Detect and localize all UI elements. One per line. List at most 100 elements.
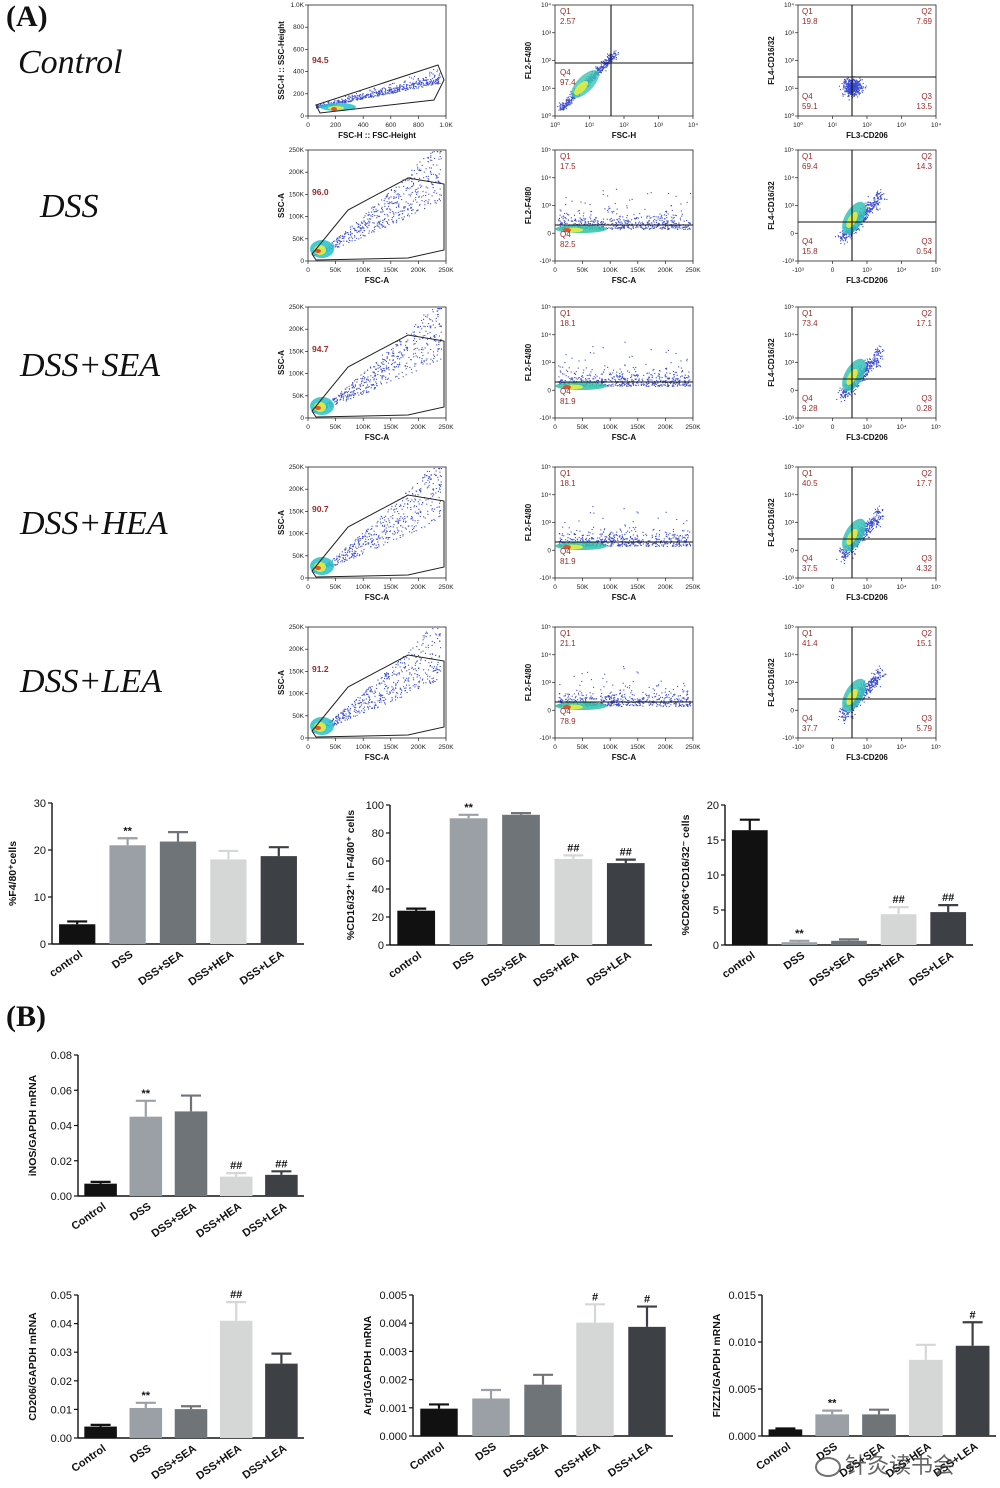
event-dot [403,84,405,86]
event-dot [418,195,420,197]
event-dot [635,382,638,384]
event-dot [334,397,336,400]
event-dot [397,193,399,195]
event-dot [341,101,343,103]
event-dot [655,377,657,379]
event-dot [613,50,615,52]
event-dot [841,83,843,85]
gate-percentage: 94.5 [312,55,329,65]
event-dot [332,240,335,242]
event-dot [427,201,429,203]
event-dot [566,222,568,224]
event-dot [400,343,402,345]
event-dot [845,236,847,238]
event-dot [381,90,383,92]
event-dot [840,395,842,397]
quadrant-name-q1: Q1 [560,309,571,318]
event-dot [844,394,847,397]
event-dot [388,353,390,355]
event-dot [837,236,840,238]
event-dot [401,354,403,356]
event-dot [355,222,357,224]
event-dot [871,205,873,207]
event-dot [340,101,342,103]
event-dot [419,184,421,186]
event-dot [667,385,669,388]
event-dot [564,361,566,364]
event-dot [661,217,664,219]
event-dot [683,384,685,386]
event-dot [333,398,335,400]
y-tick-label: 150K [289,508,305,515]
event-dot [673,220,675,222]
x-tick-label: 600 [385,122,396,129]
event-dot [413,325,415,327]
event-dot [852,91,854,93]
event-dot [668,378,670,380]
event-dot [603,65,605,67]
event-dot [373,384,375,386]
event-dot [427,157,429,159]
event-dot [663,384,665,386]
event-dot [848,88,850,90]
event-dot [607,56,609,58]
event-dot [413,85,415,87]
event-dot [374,225,376,228]
event-dot [877,190,879,192]
event-dot [354,96,356,98]
event-dot [396,219,398,221]
event-dot [849,80,851,82]
event-dot [374,373,376,375]
event-dot [624,378,626,380]
event-dot [850,82,852,84]
event-dot [682,226,685,228]
event-dot [618,217,620,219]
event-dot [666,372,668,374]
event-dot [649,225,652,227]
event-dot [361,222,363,224]
event-dot [623,219,625,221]
event-dot [381,371,383,373]
event-dot [393,197,395,199]
event-dot [426,83,429,85]
event-dot [582,372,584,374]
plot-frame [307,306,447,419]
event-dot [618,378,620,380]
event-dot [407,179,409,181]
event-dot [395,343,397,345]
event-dot [608,385,610,387]
event-dot [846,91,848,93]
event-dot [627,220,629,222]
event-dot [877,199,879,202]
event-dot [362,375,364,377]
event-dot [864,216,866,218]
event-dot [394,202,396,204]
event-dot [430,84,432,86]
event-dot [391,82,394,85]
event-dot [844,392,847,394]
event-dot [343,392,345,394]
event-dot [335,403,337,405]
event-dot [651,225,653,227]
event-dot [609,54,611,56]
event-dot [396,201,398,203]
event-dot [676,225,678,227]
y-tick-label: 50K [292,236,304,243]
event-dot [437,350,439,352]
event-dot [840,401,842,403]
event-dot [859,86,861,89]
x-tick-label: 10³ [862,267,872,274]
event-dot [561,379,563,382]
event-dot [361,393,363,395]
event-dot [607,64,609,66]
event-dot [360,98,362,100]
y-tick-label: -10³ [782,415,794,422]
event-dot [848,393,850,395]
event-dot [398,89,400,91]
event-dot [435,334,437,336]
event-dot [882,349,884,351]
event-dot [865,85,867,87]
x-tick-label: 100K [356,267,372,274]
event-dot [334,101,336,103]
event-dot [840,236,842,239]
